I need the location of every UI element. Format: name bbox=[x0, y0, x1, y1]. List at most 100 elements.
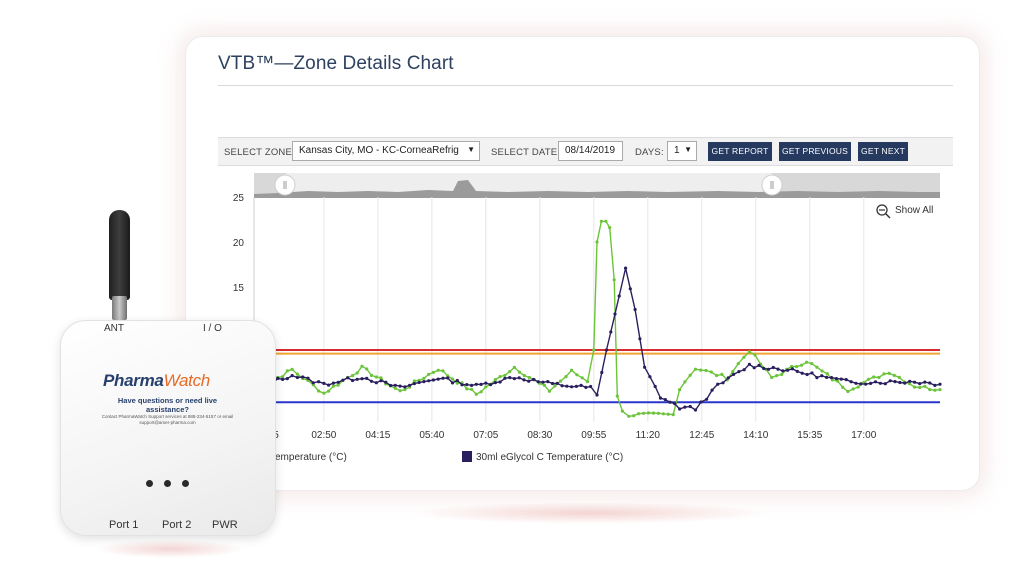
series-point bbox=[474, 382, 478, 386]
series-point bbox=[795, 369, 799, 373]
series-point bbox=[604, 219, 608, 223]
series-point bbox=[671, 413, 675, 417]
x-tick-label: 04:15 bbox=[365, 430, 390, 441]
x-tick-label: 14:10 bbox=[743, 430, 768, 441]
series-point bbox=[651, 411, 656, 415]
series-point bbox=[470, 387, 474, 391]
series-point bbox=[859, 382, 863, 386]
series-point bbox=[637, 412, 641, 416]
series-point bbox=[770, 375, 774, 380]
series-point bbox=[820, 369, 824, 373]
series-point bbox=[705, 397, 709, 401]
series-point bbox=[301, 375, 305, 379]
series-point bbox=[460, 383, 464, 387]
legend-swatch-glycol bbox=[462, 451, 472, 462]
port1-label: Port 1 bbox=[109, 519, 139, 531]
series-point bbox=[715, 373, 719, 378]
support-contact: Contact PharmaWatch Support services at … bbox=[101, 414, 234, 425]
series-point bbox=[317, 380, 321, 384]
series-point bbox=[311, 381, 315, 385]
series-point bbox=[546, 380, 550, 384]
series-point bbox=[374, 381, 378, 385]
series-point bbox=[612, 278, 616, 282]
series-point bbox=[656, 411, 660, 415]
navigator-handle-right[interactable] bbox=[761, 174, 783, 196]
series-point bbox=[790, 367, 795, 371]
series-point bbox=[938, 388, 942, 392]
series-point bbox=[322, 391, 326, 395]
zone-select[interactable]: Kansas City, MO - KC-CorneaRefrig ▼ bbox=[292, 141, 480, 161]
series-point bbox=[560, 384, 564, 388]
show-all-button[interactable]: Show All bbox=[876, 204, 933, 219]
series-point bbox=[365, 367, 369, 371]
series-point bbox=[379, 379, 383, 383]
series-point bbox=[731, 369, 735, 374]
series-point bbox=[720, 372, 724, 376]
series-point bbox=[360, 377, 364, 381]
series-point bbox=[306, 376, 310, 380]
series-point bbox=[455, 378, 459, 383]
navigator-handle-left[interactable] bbox=[274, 174, 296, 196]
series-point bbox=[393, 386, 397, 390]
series-point bbox=[327, 389, 331, 393]
series-point bbox=[565, 384, 569, 388]
series-point bbox=[331, 381, 335, 385]
y-tick-label: 15 bbox=[233, 283, 245, 294]
series-point bbox=[542, 383, 546, 387]
series-point bbox=[918, 382, 922, 386]
series-point bbox=[795, 365, 799, 369]
series-point bbox=[276, 376, 280, 380]
series-point bbox=[709, 370, 713, 374]
series-point bbox=[846, 389, 850, 394]
series-point bbox=[805, 360, 809, 364]
days-select-value: 1 bbox=[674, 145, 680, 156]
date-input[interactable]: 08/14/2019 bbox=[558, 141, 623, 161]
series-point bbox=[780, 372, 784, 377]
days-select[interactable]: 1 ▼ bbox=[667, 141, 697, 161]
series-point bbox=[592, 348, 596, 352]
series-point bbox=[412, 382, 416, 386]
series-point bbox=[923, 380, 927, 384]
series-point bbox=[346, 376, 350, 380]
series-point bbox=[918, 385, 922, 390]
series-point bbox=[643, 365, 647, 369]
series-point bbox=[913, 385, 917, 389]
series-point bbox=[893, 380, 897, 384]
app-window bbox=[185, 36, 980, 491]
series-point bbox=[350, 378, 355, 383]
plot-area: 02:50 04:15 05:40 07:05 08:30 09:55 11:20 12:45… bbox=[233, 193, 942, 441]
series-point bbox=[450, 377, 455, 381]
status-led bbox=[182, 480, 189, 487]
series-point bbox=[570, 368, 574, 372]
series-point bbox=[575, 373, 579, 377]
get-report-button[interactable]: GET REPORT bbox=[708, 142, 772, 161]
series-point bbox=[498, 380, 502, 384]
status-led bbox=[164, 480, 171, 487]
series-point bbox=[736, 362, 740, 366]
series-point bbox=[615, 394, 619, 398]
support-question: Have questions or need live assistance? bbox=[117, 396, 218, 414]
legend-item-temperature[interactable]: Temperature (°C) bbox=[270, 452, 347, 463]
series-point bbox=[836, 379, 840, 383]
pharmawatch-logo: PharmaWatch bbox=[103, 371, 210, 390]
legend-item-glycol[interactable]: 30ml eGlycol C Temperature (°C) bbox=[476, 452, 623, 463]
series-point bbox=[446, 374, 450, 378]
title-divider bbox=[218, 85, 953, 86]
navigator[interactable] bbox=[254, 173, 940, 198]
series-point bbox=[688, 373, 692, 377]
series-point bbox=[938, 382, 942, 386]
series-point bbox=[825, 372, 829, 376]
series-point bbox=[638, 337, 642, 341]
get-next-button[interactable]: GET NEXT bbox=[858, 142, 908, 161]
series-point bbox=[887, 371, 891, 375]
series-point bbox=[431, 378, 435, 382]
series-point bbox=[553, 384, 557, 388]
antenna bbox=[109, 210, 130, 300]
get-previous-button[interactable]: GET PREVIOUS bbox=[779, 142, 851, 161]
x-tick-label: 12:45 bbox=[689, 430, 714, 441]
series-point bbox=[484, 381, 488, 385]
series-point bbox=[923, 384, 927, 388]
series-point bbox=[762, 366, 766, 371]
days-label: DAYS: bbox=[635, 147, 664, 158]
series-point bbox=[584, 385, 588, 389]
